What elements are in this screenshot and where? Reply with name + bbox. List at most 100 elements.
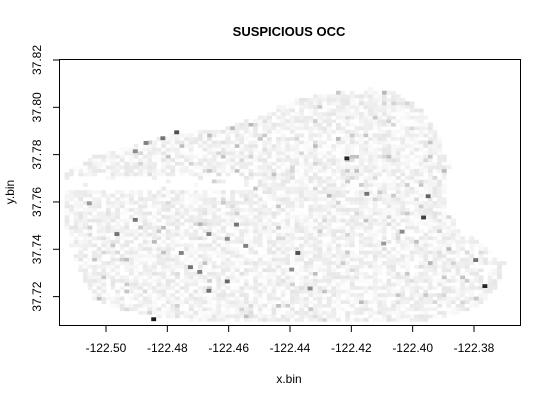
heatmap-cell [322, 186, 328, 191]
heatmap-cell [326, 97, 332, 102]
heatmap-cell [110, 193, 116, 198]
heatmap-cell [188, 140, 194, 145]
heatmap-cell [354, 257, 360, 262]
heatmap-cell [64, 225, 70, 230]
heatmap-cell [262, 126, 268, 131]
heatmap-cell [400, 161, 406, 166]
heatmap-cell [96, 229, 102, 234]
heatmap-cell [423, 257, 429, 262]
heatmap-cell [363, 229, 369, 234]
heatmap-cell [225, 204, 231, 209]
heatmap-cell [110, 239, 116, 244]
heatmap-cell [276, 172, 282, 177]
heatmap-cell [207, 168, 213, 173]
heatmap-cell [152, 229, 157, 234]
heatmap-cell [336, 90, 341, 95]
heatmap-cell [377, 271, 383, 276]
heatmap-cell [322, 296, 328, 301]
heatmap-cell [326, 126, 332, 131]
heatmap-cell [377, 168, 383, 173]
heatmap-cell [170, 229, 176, 234]
y-tick-label: 37.72 [30, 281, 44, 311]
heatmap-cell [294, 229, 300, 234]
heatmap-cell [372, 246, 378, 251]
heatmap-cell [469, 282, 475, 287]
heatmap-cell [354, 271, 360, 276]
heatmap-cell [308, 112, 314, 116]
heatmap-cell [147, 140, 153, 145]
heatmap-cell [110, 296, 116, 301]
heatmap-cell [69, 197, 75, 202]
heatmap-cell [349, 119, 355, 124]
heatmap-cell [257, 261, 263, 265]
heatmap-cell [363, 257, 369, 262]
heatmap-cell [267, 147, 272, 152]
heatmap-cell [368, 239, 374, 244]
heatmap-cell [336, 207, 341, 212]
heatmap-cell [382, 115, 387, 120]
heatmap-cell [179, 285, 185, 290]
heatmap-cell [216, 243, 222, 248]
heatmap-cell [359, 222, 364, 226]
heatmap-cell [267, 257, 272, 262]
heatmap-cell [363, 243, 369, 248]
heatmap-cell [308, 147, 314, 152]
heatmap-cell [161, 264, 167, 269]
heatmap-cell [198, 211, 203, 216]
heatmap-cell [225, 140, 231, 145]
heatmap-cell [418, 204, 424, 209]
heatmap-cell [106, 243, 111, 248]
heatmap-cell [276, 293, 282, 297]
heatmap-cell [451, 257, 456, 262]
heatmap-cell [193, 129, 199, 134]
heatmap-cell [87, 257, 93, 262]
heatmap-cell [184, 211, 190, 216]
heatmap-cell [372, 97, 378, 102]
heatmap-cell [294, 204, 300, 209]
heatmap-cell [119, 232, 125, 237]
heatmap-cell [303, 115, 309, 120]
heatmap-cell [428, 168, 433, 173]
heatmap-cell [193, 200, 199, 205]
heatmap-cell [267, 183, 272, 187]
heatmap-cell [303, 179, 309, 184]
heatmap-cell [313, 257, 318, 262]
heatmap-cell [414, 278, 420, 283]
heatmap-cell [400, 143, 406, 148]
heatmap-cell [202, 168, 208, 173]
heatmap-cell [142, 268, 148, 273]
heatmap-cell [386, 94, 392, 99]
heatmap-cell [303, 239, 309, 244]
heatmap-cell [290, 151, 295, 155]
heatmap-cell [308, 268, 314, 273]
heatmap-cell [400, 278, 406, 283]
heatmap-cell [96, 204, 102, 209]
heatmap-cell [198, 218, 203, 223]
heatmap-cell [418, 122, 424, 127]
heatmap-cell [133, 285, 139, 290]
heatmap-cell [280, 186, 286, 191]
heatmap-cell [386, 143, 392, 148]
heatmap-cell [257, 317, 263, 322]
heatmap-cell [271, 161, 277, 166]
heatmap-cell [294, 264, 300, 269]
heatmap-cell [188, 293, 194, 297]
heatmap-cell [441, 236, 447, 241]
heatmap-cell [349, 239, 355, 244]
heatmap-cell [299, 197, 305, 202]
heatmap-cell [124, 165, 130, 170]
heatmap-cell [368, 183, 374, 187]
heatmap-cell [119, 239, 125, 244]
heatmap-cell [317, 257, 323, 262]
heatmap-cell [106, 200, 111, 205]
heatmap-cell [221, 229, 226, 234]
heatmap-cell [115, 271, 121, 276]
heatmap-cell [382, 317, 387, 322]
heatmap-cell [142, 246, 148, 251]
heatmap-cell [198, 165, 203, 170]
heatmap-cell [313, 183, 318, 187]
heatmap-cell [230, 126, 236, 131]
heatmap-cell [372, 293, 378, 297]
heatmap-cell [377, 129, 383, 134]
heatmap-cell [340, 264, 346, 269]
